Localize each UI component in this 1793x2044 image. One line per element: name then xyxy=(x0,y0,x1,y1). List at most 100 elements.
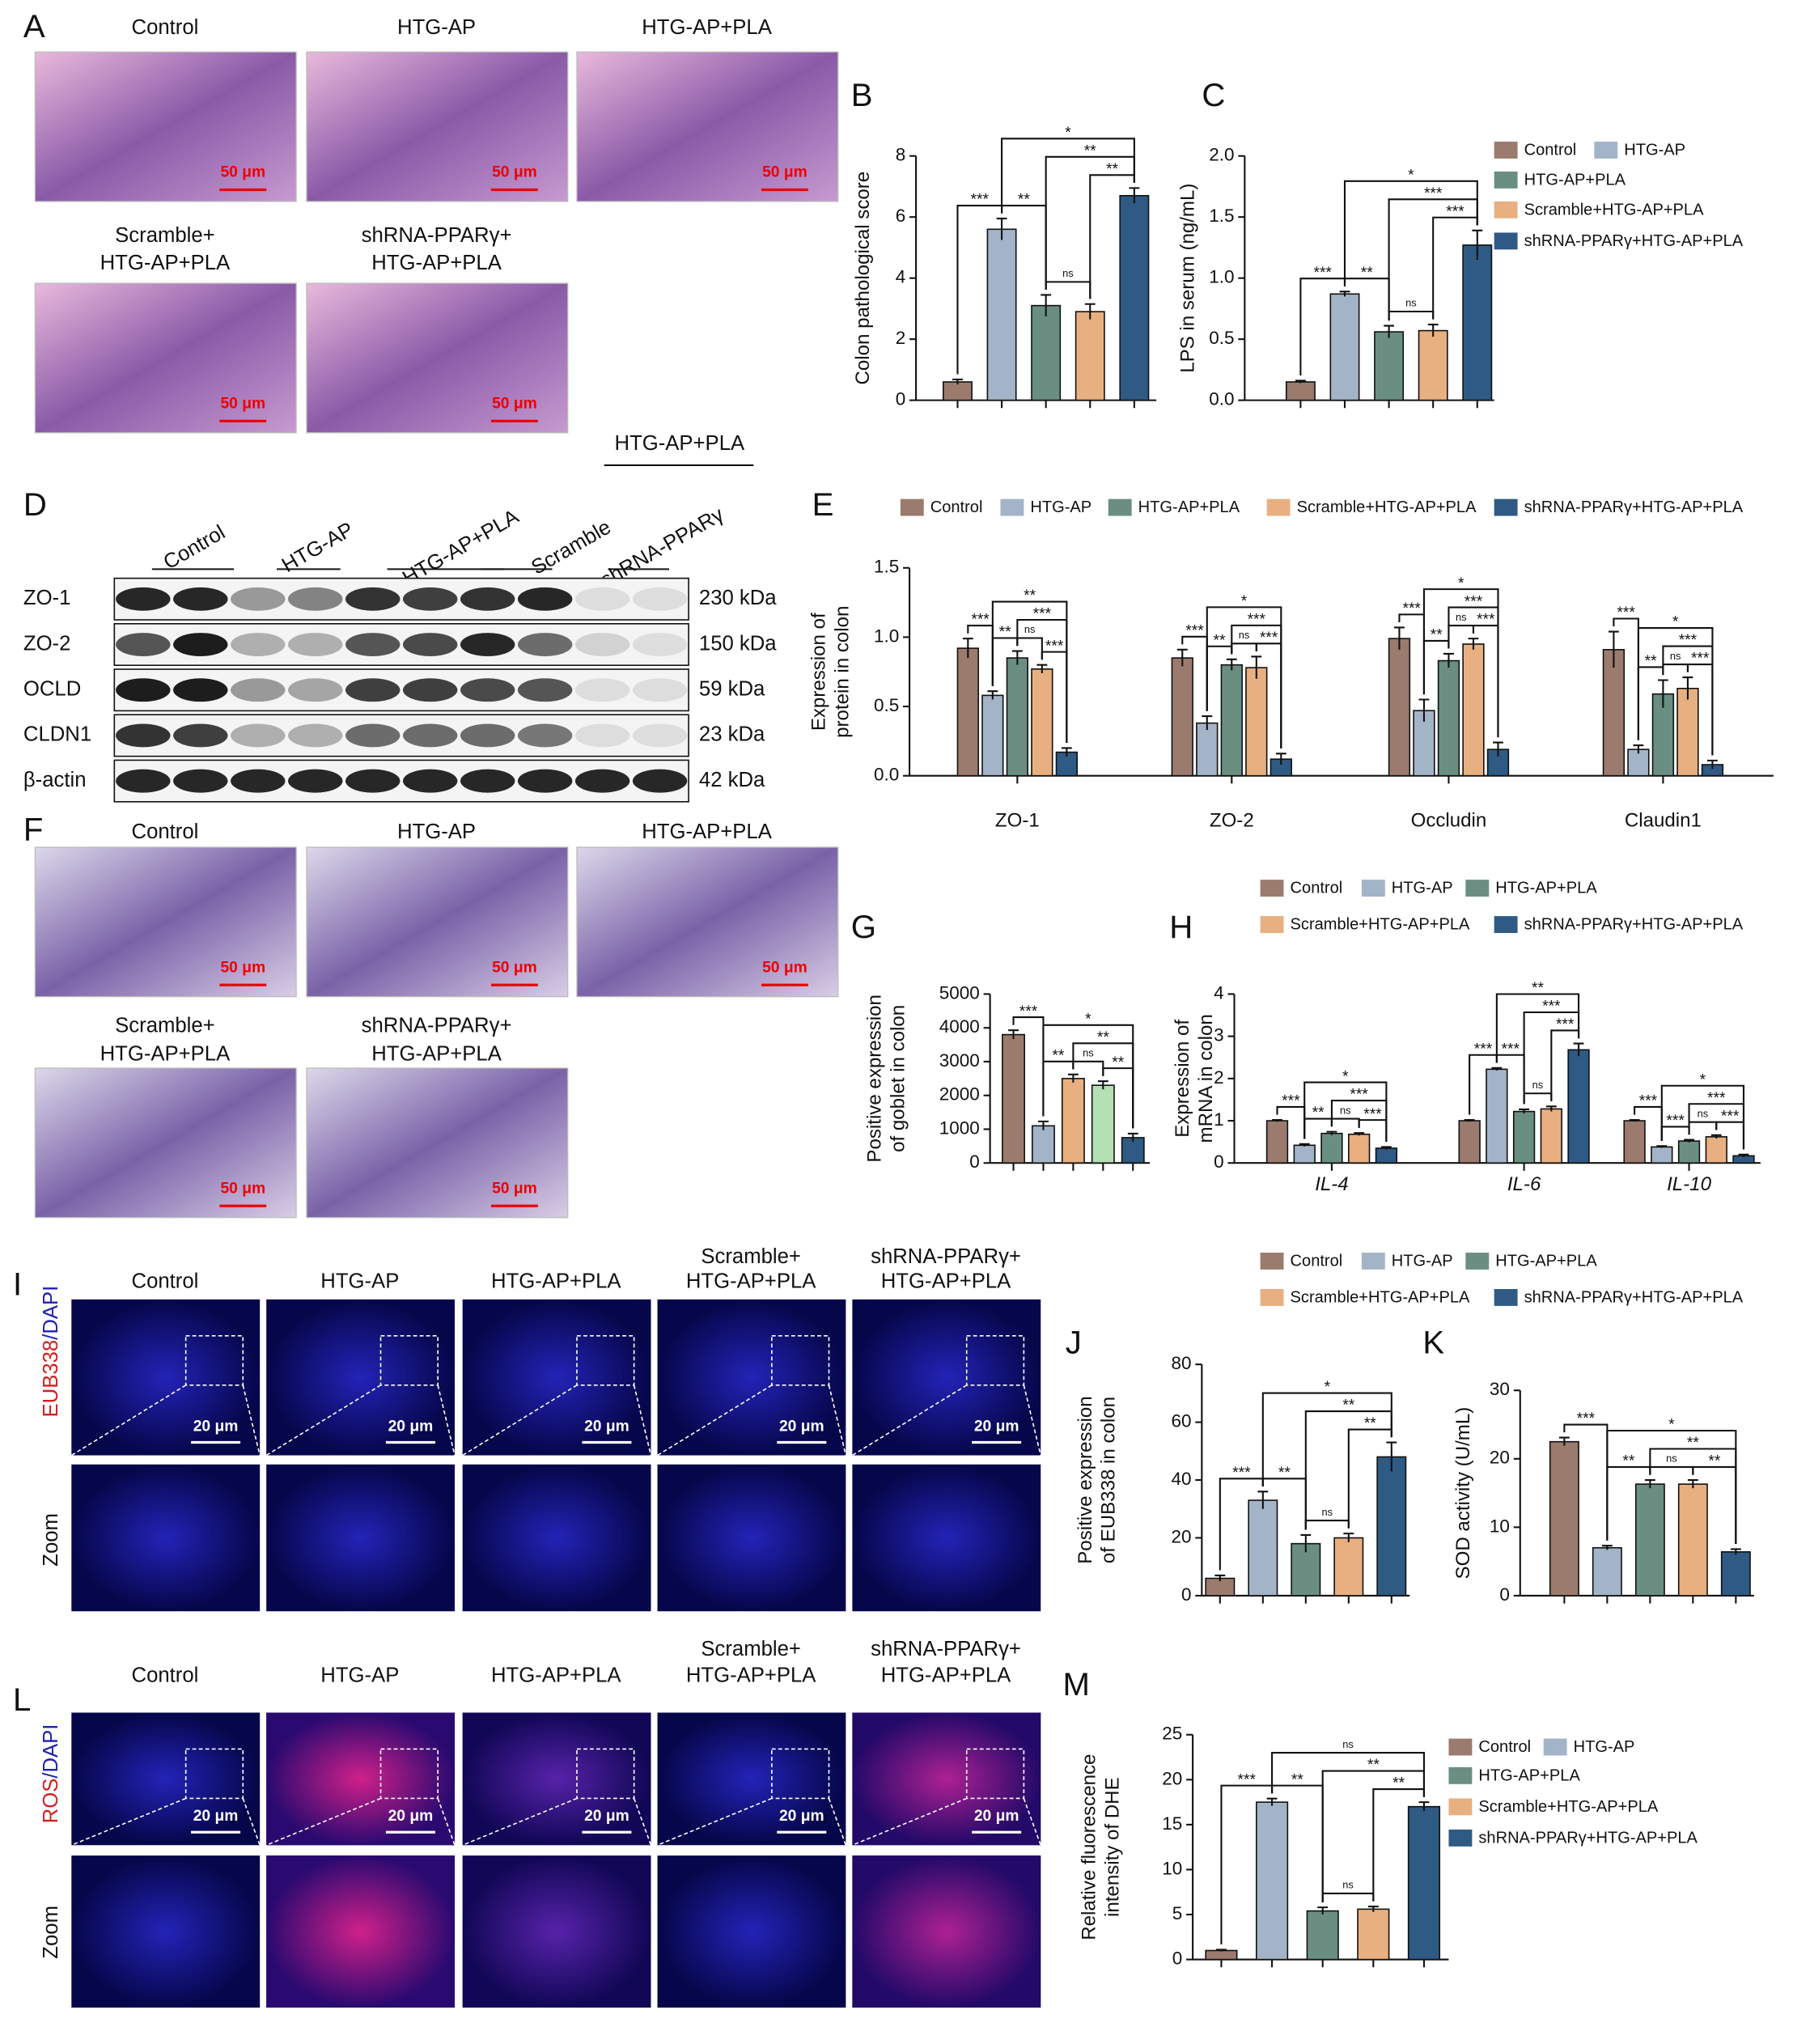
blot-band xyxy=(632,678,688,702)
error-bar xyxy=(1443,652,1454,668)
significance-label: ** xyxy=(1278,1465,1291,1482)
error-bar xyxy=(1251,655,1262,679)
blot-band xyxy=(632,633,688,656)
significance-label: ** xyxy=(1018,192,1030,209)
zoom-label: Zoom xyxy=(40,1513,62,1567)
error-bar xyxy=(1226,658,1237,671)
blot-band xyxy=(231,633,286,656)
blot-band xyxy=(574,633,630,656)
significance-bracket xyxy=(1606,1429,1737,1545)
scale-bar-label: 20 μm xyxy=(388,1808,434,1825)
panel-letter: L xyxy=(13,1681,31,1718)
significance-label: ns xyxy=(1342,1738,1354,1750)
significance-bracket xyxy=(1523,1092,1553,1105)
blot-band xyxy=(460,723,515,748)
scale-bar-label: 50 μm xyxy=(492,959,537,976)
y-tick-label: 0 xyxy=(1499,1584,1510,1605)
panel-letter: A xyxy=(23,8,45,45)
legend-label: Control xyxy=(1478,1738,1531,1756)
zoom-box xyxy=(771,1748,830,1800)
significance-label: ** xyxy=(1342,1397,1354,1414)
significance-label: *** xyxy=(1691,651,1710,668)
x-tick-label: ZO-1 xyxy=(995,809,1040,831)
zoom-line xyxy=(852,1797,968,1847)
scale-bar-label: 20 μm xyxy=(584,1418,629,1435)
zoom-box xyxy=(965,1334,1025,1386)
image-label: Control xyxy=(132,16,199,39)
bar xyxy=(1006,657,1028,777)
x-tick-label: Claudin1 xyxy=(1625,809,1702,831)
bar xyxy=(986,228,1017,401)
zoom-overlay xyxy=(658,1855,846,2008)
error-bar xyxy=(996,218,1007,240)
bar xyxy=(1634,1483,1665,1597)
zoom-box xyxy=(771,1334,830,1386)
image-label: shRNA-PPARγ+ xyxy=(871,1245,1021,1268)
blot-band xyxy=(460,769,515,793)
y-tick-label: 3 xyxy=(1214,1025,1224,1045)
y-tick-label: 2000 xyxy=(939,1084,980,1105)
error-bar xyxy=(1418,698,1430,722)
bar xyxy=(1320,1132,1343,1164)
size-label: 23 kDa xyxy=(699,723,765,746)
legend-label: Scramble+HTG-AP+PLA xyxy=(1478,1798,1659,1816)
significance-label: ** xyxy=(1392,1775,1405,1792)
histology-image xyxy=(306,51,569,202)
zoom-overlay xyxy=(266,1465,455,1611)
significance-label: ** xyxy=(1052,1047,1064,1064)
significance-bracket xyxy=(1271,1752,1425,1797)
significance-bracket xyxy=(991,600,1068,744)
error-bar xyxy=(1008,1029,1019,1040)
y-tick-label: 0 xyxy=(1181,1584,1192,1605)
legend-label: Scramble+HTG-AP+PLA xyxy=(1291,1289,1471,1307)
blot-band xyxy=(231,723,286,748)
bar xyxy=(943,381,973,401)
significance-label: * xyxy=(1668,1417,1675,1434)
error-bar xyxy=(1214,1574,1226,1582)
zoom-line xyxy=(828,1798,847,1846)
y-tick-label: 1.0 xyxy=(874,625,899,646)
significance-bracket xyxy=(1330,1117,1360,1128)
significance-bracket xyxy=(1261,1392,1392,1486)
image-label: Control xyxy=(132,1664,199,1686)
significance-label: ** xyxy=(1024,587,1036,604)
legend-label: HTG-AP+PLA xyxy=(1495,880,1597,897)
legend-swatch xyxy=(1494,498,1518,516)
legend-swatch xyxy=(1260,880,1284,897)
fluorescence-overlay xyxy=(852,1712,1041,1846)
significance-label: *** xyxy=(1045,638,1064,655)
scale-bar-label: 50 μm xyxy=(762,164,807,181)
bar xyxy=(1418,329,1448,401)
bar xyxy=(1720,1551,1751,1597)
panel-letter: G xyxy=(851,909,876,945)
zoom-line xyxy=(71,1797,186,1847)
error-bar xyxy=(1300,1533,1312,1553)
significance-label: *** xyxy=(1474,1041,1493,1058)
error-bar xyxy=(1545,1105,1557,1112)
bar xyxy=(1407,1805,1441,1961)
bar xyxy=(1357,1908,1390,1961)
legend-swatch xyxy=(1448,1766,1473,1784)
legend-swatch xyxy=(1108,498,1132,516)
blot-band xyxy=(574,678,630,702)
y-tick-label: 1 xyxy=(1214,1109,1224,1130)
significance-label: ns xyxy=(1456,611,1467,623)
fluorescence-image xyxy=(462,1299,651,1456)
zoom-line xyxy=(70,1385,187,1457)
y-axis-label: Colon pathological score xyxy=(852,172,874,385)
bar xyxy=(1540,1108,1562,1164)
significance-bracket xyxy=(1042,1024,1134,1129)
blot-band xyxy=(288,633,343,656)
fluorescence-overlay xyxy=(658,1712,846,1845)
error-bar xyxy=(1127,1132,1138,1142)
y-tick-label: 1.5 xyxy=(874,557,899,577)
legend-swatch xyxy=(1266,498,1291,516)
stain-label: ROS/DAPI xyxy=(40,1724,62,1824)
scale-bar-label: 20 μm xyxy=(974,1808,1019,1825)
x-tick-label: IL-4 xyxy=(1315,1173,1349,1195)
image-label: HTG-AP+PLA xyxy=(371,1043,502,1066)
panel-letter: F xyxy=(23,811,44,847)
blot-band xyxy=(173,633,228,656)
zoom-box xyxy=(184,1748,244,1800)
